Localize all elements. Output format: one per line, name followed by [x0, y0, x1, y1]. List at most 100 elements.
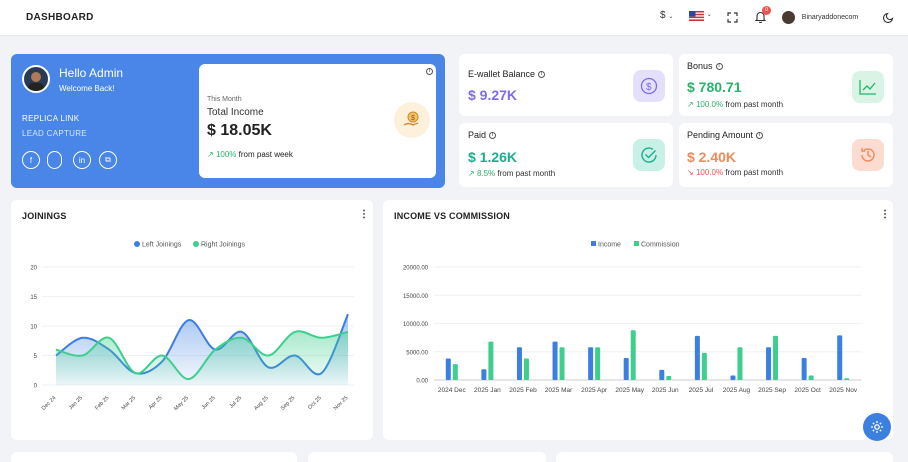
facebook-icon[interactable]: f: [22, 151, 40, 169]
x-tick-label: Sep 25: [280, 395, 297, 412]
instagram-icon[interactable]: [47, 151, 62, 169]
legend-label: Income: [598, 242, 621, 249]
trend-up-icon: ↗: [687, 100, 694, 109]
x-tick-label: Nov 25: [333, 395, 350, 412]
trend-up-icon: ↗: [207, 150, 214, 159]
paid-value: $ 1.26K: [468, 149, 518, 165]
x-tick-label: Feb 25: [94, 395, 110, 411]
joinings-card: JOININGS ⋮ Left Joinings Right Joinings 0 5…: [11, 200, 373, 440]
paid-card: Paid i $ 1.26K ↗ 8.5% from past month: [459, 123, 673, 187]
info-icon[interactable]: i: [426, 68, 433, 75]
x-tick-label: Oct 25: [307, 395, 323, 411]
x-tick-label: 2025 May: [615, 387, 644, 394]
y-tick-label: 5: [34, 354, 38, 360]
chevron-down-icon: ⌄: [668, 14, 674, 20]
bar: [666, 376, 672, 380]
legend-label: Left Joinings: [142, 242, 182, 249]
share-icon[interactable]: ⧉: [99, 151, 117, 169]
fullscreen-icon: [727, 12, 738, 23]
username: Binaryaddonecom: [801, 14, 859, 21]
lead-capture-link[interactable]: LEAD CAPTURE: [22, 129, 87, 138]
user-menu[interactable]: Binaryaddonecom: [782, 11, 858, 24]
bar: [595, 347, 601, 380]
language-dropdown[interactable]: ⌄: [689, 11, 712, 24]
series-area: [56, 331, 348, 385]
bar: [694, 335, 700, 380]
y-tick-label: 15000.00: [403, 294, 429, 300]
more-options-icon[interactable]: ⋮: [880, 209, 890, 220]
y-tick-label: 0.00: [416, 379, 428, 385]
x-tick-label: 2025 Mar: [545, 387, 573, 394]
y-tick-label: 20000.00: [403, 266, 429, 272]
linkedin-icon[interactable]: in: [73, 151, 91, 169]
trend-up-icon: ↗: [468, 169, 475, 178]
replica-link[interactable]: REPLICA LINK: [22, 114, 80, 123]
legend-marker: [193, 241, 199, 247]
info-icon[interactable]: i: [715, 63, 723, 71]
info-icon[interactable]: i: [538, 71, 546, 79]
check-circle-icon: [633, 139, 665, 171]
bar: [837, 335, 843, 380]
info-icon[interactable]: i: [756, 132, 764, 140]
bottom-card-2: [308, 452, 546, 462]
bar: [481, 369, 487, 380]
x-tick-label: 2025 Nov: [829, 387, 858, 394]
settings-button[interactable]: [863, 413, 891, 441]
moon-icon: [882, 12, 894, 24]
svg-text:$: $: [411, 115, 415, 122]
welcome-text: Welcome Back!: [59, 84, 115, 93]
x-tick-label: 2025 Jul: [689, 387, 714, 394]
bar: [445, 358, 451, 380]
ewallet-title: E-wallet Balance i: [468, 69, 546, 79]
joinings-chart: Left Joinings Right Joinings 0 5 10 15 20 Dec 2…: [30, 241, 354, 412]
bar: [452, 364, 458, 380]
legend-label: Commission: [641, 242, 680, 249]
x-tick-label: Mar 25: [121, 395, 137, 411]
more-options-icon[interactable]: ⋮: [359, 209, 369, 220]
notifications-button[interactable]: 0: [754, 6, 771, 26]
ewallet-card: E-wallet Balance i $ 9.27K $: [459, 54, 673, 116]
info-icon[interactable]: i: [489, 132, 497, 140]
bonus-value: $ 780.71: [687, 79, 742, 95]
svg-text:$: $: [646, 82, 652, 93]
bar: [588, 347, 594, 380]
income-commission-chart: Income Commission 0.00 5000.00 10000.00 15000…: [403, 241, 861, 394]
income-commission-card: INCOME VS COMMISSION ⋮ Income Commission 0…: [383, 200, 893, 440]
bar: [766, 347, 772, 380]
dollar-icon: $: [633, 70, 665, 102]
legend-marker: [591, 241, 596, 246]
currency-label: $: [660, 10, 666, 21]
dark-mode-toggle[interactable]: [882, 12, 894, 26]
legend-marker: [134, 241, 140, 247]
bar: [523, 358, 529, 380]
x-tick-label: Jun 25: [201, 395, 217, 411]
income-value: $ 18.05K: [207, 122, 272, 139]
total-income-card: i This Month Total Income $ 18.05K ↗ 100…: [199, 64, 436, 178]
ewallet-value: $ 9.27K: [468, 87, 518, 103]
income-period: This Month: [207, 96, 242, 103]
page-title: DASHBOARD: [26, 12, 94, 23]
y-tick-label: 10: [30, 325, 37, 331]
pending-card: Pending Amount i $ 2.40K ↘ 100.0% from pa…: [679, 123, 893, 187]
pending-value: $ 2.40K: [687, 149, 737, 165]
history-icon: [852, 139, 884, 171]
x-tick-label: Apr 25: [148, 395, 164, 411]
y-tick-label: 10000.00: [403, 322, 429, 328]
bar: [630, 330, 636, 380]
avatar: [782, 11, 795, 24]
income-change-text: from past week: [238, 150, 293, 159]
chevron-down-icon: ⌄: [706, 12, 712, 18]
bar: [730, 375, 736, 380]
y-tick-label: 5000.00: [406, 350, 428, 356]
money-bag-icon: $: [394, 102, 430, 138]
currency-dropdown[interactable]: $ ⌄: [660, 10, 673, 21]
x-tick-label: Jan 25: [68, 395, 84, 411]
top-bar: DASHBOARD $ ⌄ ⌄ 0 Binaryaddonecom: [0, 0, 908, 36]
x-tick-label: 2025 Sep: [758, 387, 786, 394]
bonus-card: Bonus i $ 780.71 ↗ 100.0% from past month: [679, 54, 893, 116]
x-tick-label: 2025 Aug: [723, 387, 751, 394]
legend-marker: [634, 241, 639, 246]
fullscreen-button[interactable]: [727, 12, 738, 26]
us-flag-icon: [689, 11, 704, 21]
x-tick-label: 2024 Dec: [438, 387, 467, 394]
